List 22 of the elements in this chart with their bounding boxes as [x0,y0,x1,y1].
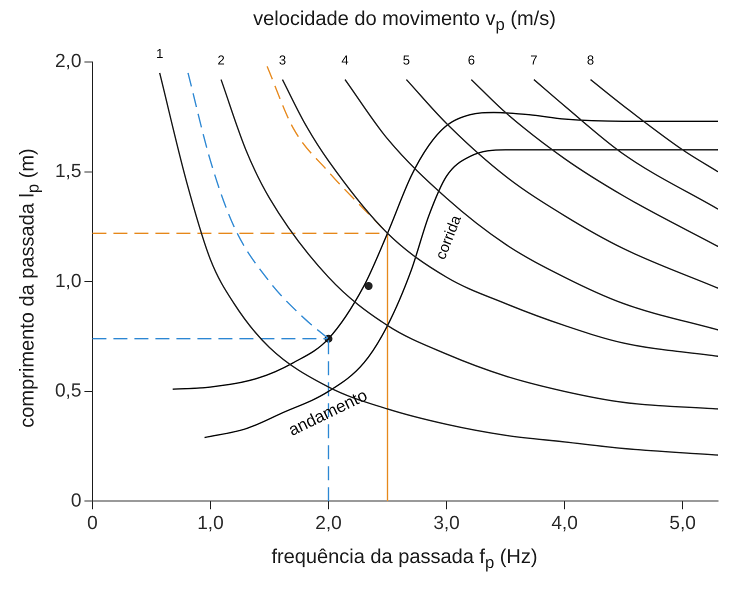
annotation: corrida [432,212,466,262]
chart-title: velocidade do movimento v$_{p}$ (m/s) [252,8,557,36]
annotation: 1 [156,46,164,62]
annotation: 8 [586,52,594,68]
y-tick-label: 0,5 [54,380,82,402]
annotation: 7 [530,52,538,68]
x-tick-label: 2,0 [315,512,342,534]
y-tick-label: 1,0 [54,270,82,292]
y-tick-label: 2,0 [54,51,82,72]
x-tick-label: 3,0 [433,512,460,534]
x-axis-title: frequência da passada f$_{p}$ (Hz) [270,546,539,573]
x-tick-label: 0 [87,512,98,534]
annotation: 2 [217,52,225,68]
annotation: 6 [468,52,475,68]
annotation: 3 [278,52,286,68]
x-tick-label: 5,0 [669,512,696,534]
annotation: 4 [341,52,349,68]
y-tick-label: 0 [70,490,82,512]
annotation: 5 [402,52,410,68]
x-tick-label: 4,0 [551,512,578,534]
y-tick-label: 1,5 [54,161,82,182]
x-tick-label: 1,0 [197,512,224,534]
